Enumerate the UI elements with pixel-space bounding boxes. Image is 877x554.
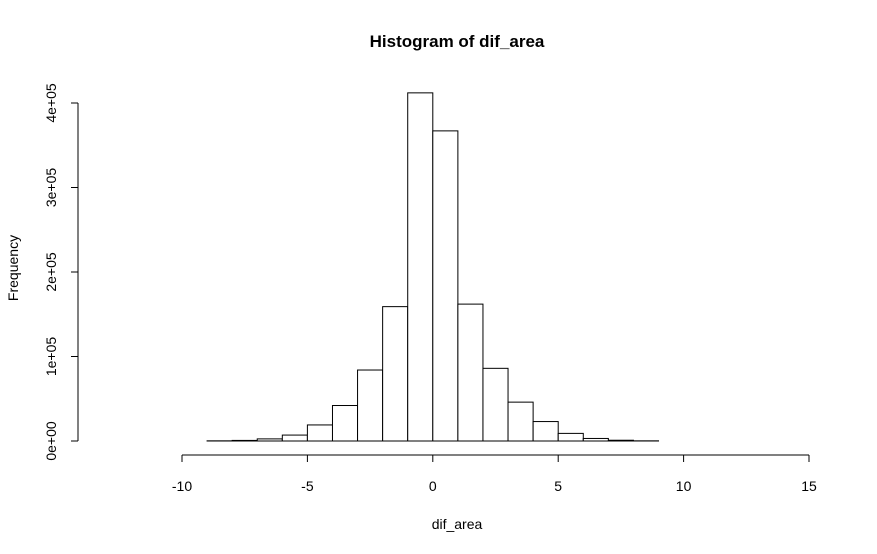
chart-title: Histogram of dif_area bbox=[370, 32, 545, 51]
histogram-bar bbox=[281, 434, 308, 442]
y-axis: 0e+00 1e+05 2e+05 3e+05 4e+05 bbox=[43, 83, 79, 461]
y-tick-label: 4e+05 bbox=[43, 83, 59, 123]
histogram-bar bbox=[582, 437, 609, 442]
y-tick-label: 0e+00 bbox=[43, 421, 59, 461]
histogram-bar bbox=[607, 439, 634, 442]
x-tick-label: 15 bbox=[801, 478, 817, 494]
y-axis-label: Frequency bbox=[5, 235, 21, 301]
histogram-bar bbox=[457, 303, 484, 442]
histogram-bar bbox=[482, 367, 509, 442]
histogram-bar bbox=[507, 401, 534, 442]
y-tick-label: 3e+05 bbox=[43, 168, 59, 208]
histogram-bar bbox=[331, 405, 359, 442]
y-tick-label: 2e+05 bbox=[43, 252, 59, 292]
x-axis: -10 -5 0 5 10 15 bbox=[172, 454, 817, 494]
bars-group bbox=[206, 92, 660, 442]
histogram-bar bbox=[256, 438, 283, 442]
histogram-bar bbox=[306, 424, 333, 442]
histogram-bar bbox=[557, 432, 584, 442]
y-tick-label: 1e+05 bbox=[43, 337, 59, 377]
x-tick-label: -5 bbox=[301, 478, 314, 494]
x-tick-label: 10 bbox=[676, 478, 692, 494]
histogram-bar bbox=[532, 421, 559, 442]
histogram-bar bbox=[357, 369, 384, 442]
x-axis-label: dif_area bbox=[432, 516, 483, 532]
x-tick-label: 0 bbox=[429, 478, 437, 494]
histogram-bar bbox=[432, 130, 459, 442]
histogram-bar bbox=[407, 92, 434, 442]
histogram-bar bbox=[231, 439, 258, 442]
x-tick-label: -10 bbox=[172, 478, 192, 494]
x-tick-label: 5 bbox=[554, 478, 562, 494]
histogram-bar bbox=[382, 306, 409, 442]
